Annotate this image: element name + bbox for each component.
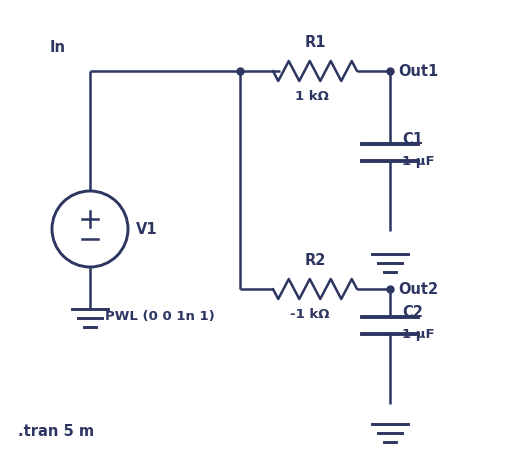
Text: In: In: [50, 40, 66, 55]
Text: C1: C1: [402, 131, 423, 147]
Text: .tran 5 m: .tran 5 m: [18, 424, 94, 439]
Text: -1 kΩ: -1 kΩ: [290, 307, 330, 320]
Text: V1: V1: [136, 222, 158, 237]
Text: Out1: Out1: [398, 64, 438, 79]
Text: 1 μF: 1 μF: [402, 155, 434, 167]
Text: 1 kΩ: 1 kΩ: [295, 90, 329, 103]
Text: 1 μF: 1 μF: [402, 327, 434, 340]
Text: Out2: Out2: [398, 282, 438, 297]
Text: R1: R1: [304, 35, 326, 50]
Text: C2: C2: [402, 304, 423, 319]
Text: R2: R2: [304, 253, 325, 268]
Text: PWL (0 0 1n 1): PWL (0 0 1n 1): [105, 309, 215, 322]
